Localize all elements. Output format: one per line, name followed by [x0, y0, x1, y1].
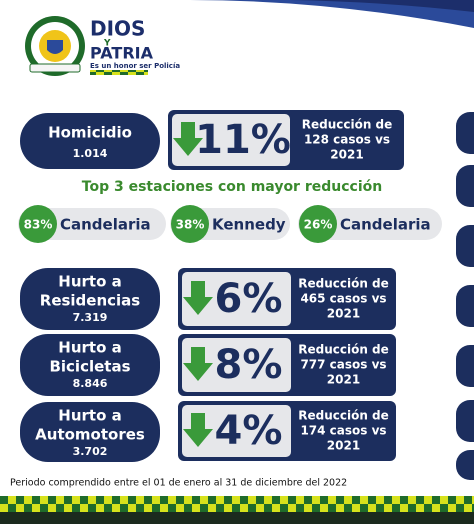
side-panels — [456, 112, 474, 480]
indicator-pill — [20, 334, 160, 396]
change-value: 6% — [215, 276, 283, 322]
stations-title: Top 3 estaciones con mayor reducción — [82, 179, 382, 195]
change-note: 2021 — [327, 307, 360, 321]
station-name: Kennedy — [212, 216, 286, 234]
indicator-count: 8.846 — [73, 377, 108, 390]
indicator-label: Bicicletas — [49, 358, 130, 376]
footer-band — [0, 512, 474, 524]
indicator-label: Automotores — [35, 426, 145, 444]
slogan: Es un honor ser Policía — [90, 62, 180, 70]
change-note: Reducción de — [298, 409, 389, 423]
indicator-label: Hurto a — [58, 339, 121, 357]
indicator-label: Residencias — [40, 292, 141, 310]
change-note: 174 casos vs — [300, 424, 386, 438]
indicator-pill — [20, 402, 160, 462]
change-inner — [172, 114, 290, 166]
change-inner — [182, 338, 291, 392]
indicator-count: 3.702 — [73, 445, 108, 458]
station-name: Candelaria — [340, 216, 431, 234]
brand-strip — [90, 70, 148, 75]
change-note: 2021 — [327, 373, 360, 387]
indicator-label: Homicidio — [48, 124, 132, 142]
indicator-count: 1.014 — [73, 147, 108, 160]
down-arrow — [173, 122, 203, 156]
header-swoosh — [190, 0, 474, 28]
station-badge — [299, 205, 337, 243]
down-arrow — [183, 347, 213, 381]
indicator-pill — [20, 113, 160, 169]
change-value: 11% — [195, 117, 291, 163]
station-percent: 38% — [176, 218, 205, 232]
down-arrow — [183, 281, 213, 315]
station-badge — [171, 205, 209, 243]
change-note: Reducción de — [298, 277, 389, 291]
brand-top: DIOS — [90, 17, 145, 41]
station-name: Candelaria — [60, 216, 151, 234]
change-note: 777 casos vs — [300, 358, 386, 372]
station-percent: 26% — [304, 218, 333, 232]
logo — [25, 16, 85, 76]
footer-strip — [0, 496, 474, 512]
indicator-label: Hurto a — [58, 273, 121, 291]
change-note: 2021 — [330, 148, 363, 162]
change-note: 128 casos vs — [304, 133, 390, 147]
change-note: Reducción de — [302, 118, 393, 132]
footer: Periodo comprendido entre el 01 de enero… — [10, 478, 347, 489]
change-inner — [182, 405, 291, 457]
indicator-pill — [20, 268, 160, 330]
header-swoosh — [230, 0, 474, 12]
brand-mid: Y — [103, 39, 111, 49]
down-arrow — [183, 413, 213, 447]
change-value: 4% — [215, 408, 283, 454]
indicator-label: Hurto a — [58, 407, 121, 425]
change-inner — [182, 272, 291, 326]
indicator-count: 7.319 — [73, 311, 108, 324]
change-note: 2021 — [327, 439, 360, 453]
change-note: 465 casos vs — [300, 292, 386, 306]
brand-bottom: PATRIA — [90, 44, 154, 63]
station-badge — [19, 205, 57, 243]
station-percent: 83% — [24, 218, 53, 232]
change-value: 8% — [215, 342, 283, 388]
change-note: Reducción de — [298, 343, 389, 357]
